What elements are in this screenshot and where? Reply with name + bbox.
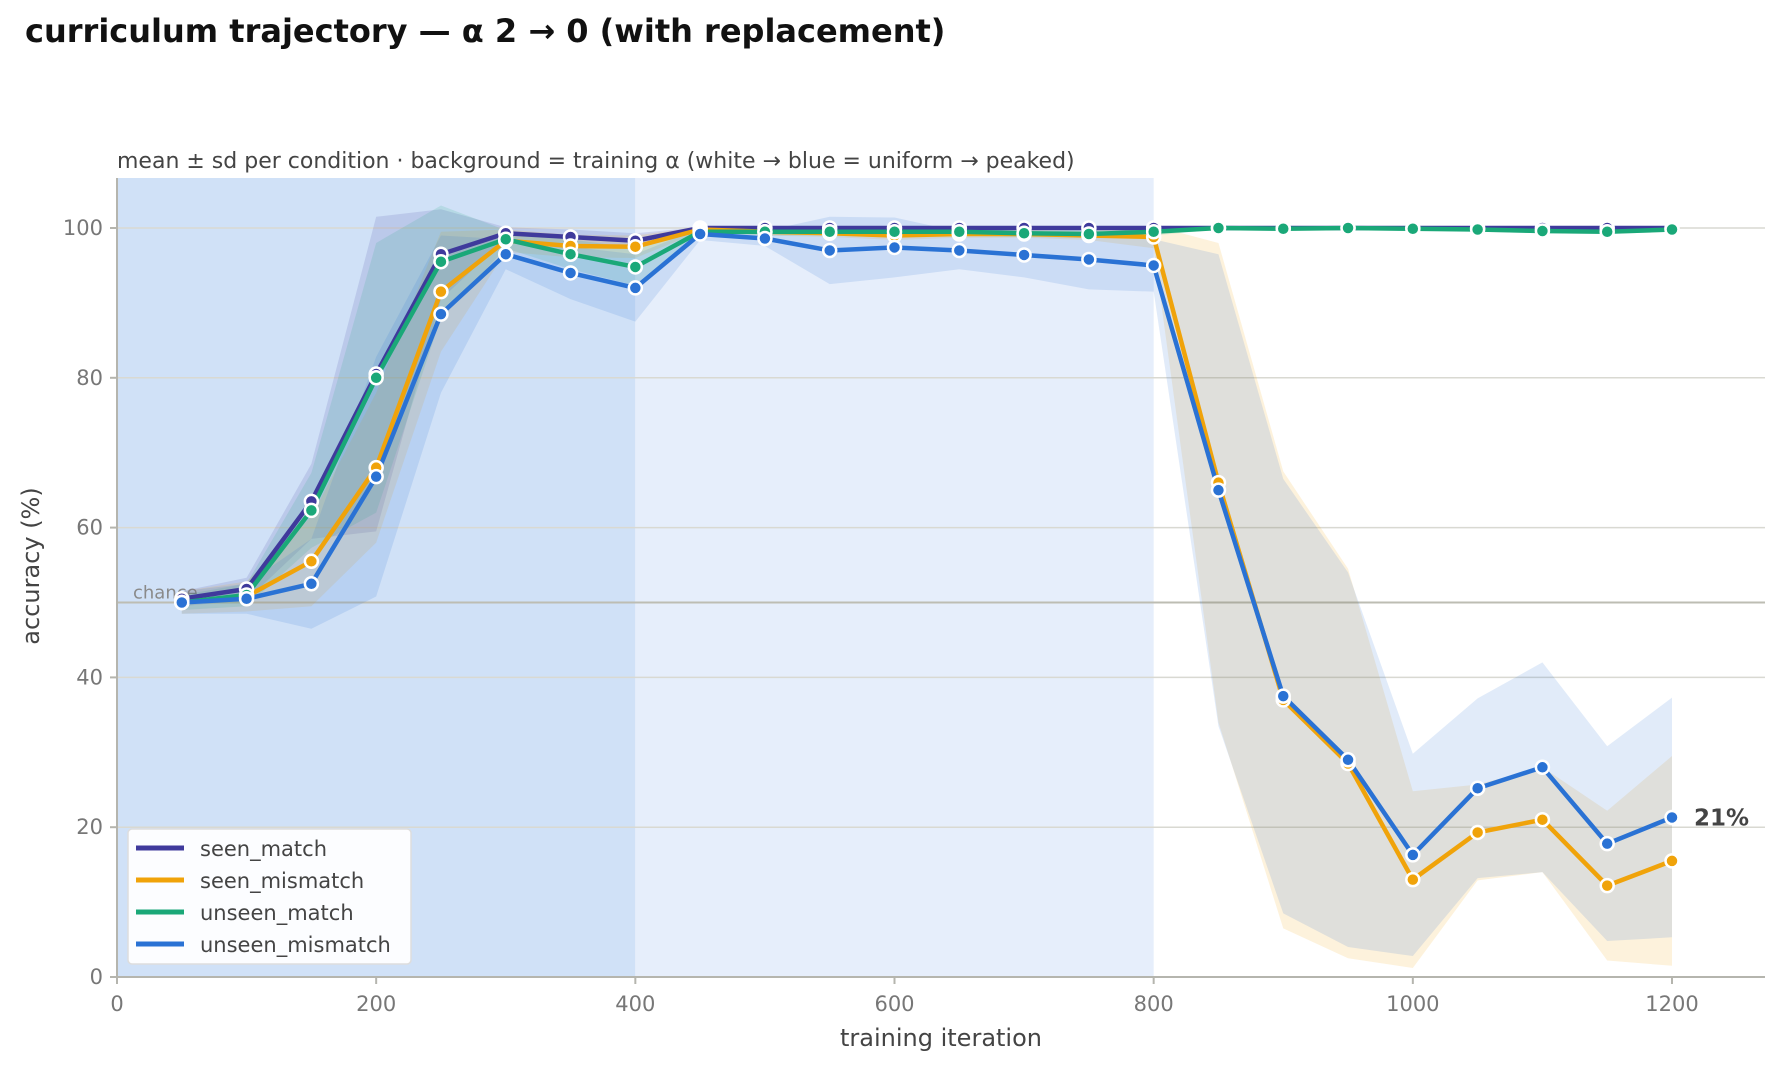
data-point-unseen_match-150 [303,502,320,519]
data-point-unseen_mismatch-1000 [1405,847,1421,863]
data-point-unseen_mismatch-950 [1340,752,1356,768]
x-axis-label: training iteration [840,1024,1042,1052]
legend[interactable]: seen_match seen_mismatch unseen_matchunsee… [127,828,412,965]
sd-bands [181,205,1673,969]
data-point-unseen_mismatch-700 [1016,247,1032,263]
legend-label-seen_mismatch[interactable]: seen_mismatch [200,869,364,894]
legend-label-seen_match[interactable]: seen_match [200,837,327,862]
data-point-seen_mismatch-1150 [1599,877,1615,894]
data-point-unseen_match-700 [1016,225,1032,241]
data-point-unseen_match-1100 [1534,223,1551,239]
chart-title: curriculum trajectory — α 2 → 0 (with re… [25,12,946,50]
data-point-unseen_mismatch-300 [498,246,514,262]
data-point-unseen_mismatch-100 [238,591,255,607]
y-tick-label-0: 0 [90,965,103,989]
end-annotation: 21% [1694,805,1749,831]
x-tick-label-800: 800 [1134,992,1174,1016]
data-point-unseen_mismatch-1050 [1469,780,1486,797]
data-point-unseen_match-1200 [1664,221,1680,238]
x-tick-label-1200: 1200 [1645,992,1698,1016]
series-points [174,220,1680,894]
data-point-unseen_mismatch-400 [627,280,644,296]
data-point-unseen_match-1050 [1469,221,1486,238]
data-point-seen_mismatch-1100 [1534,811,1551,828]
series-line-seen_mismatch [181,227,1673,888]
data-point-unseen_match-900 [1275,220,1291,237]
data-point-unseen_mismatch-150 [303,576,320,592]
data-point-seen_mismatch-1000 [1405,871,1421,888]
series-line-unseen_match [181,225,1673,605]
data-point-seen_mismatch-400 [627,238,644,255]
data-point-unseen_match-600 [886,223,903,240]
y-tick-label-100: 100 [63,216,103,240]
series-lines [181,225,1673,888]
data-point-unseen_match-400 [627,259,644,275]
y-tick-label-20: 20 [76,815,103,839]
data-point-unseen_mismatch-250 [433,306,449,322]
data-point-unseen_mismatch-350 [562,265,579,281]
axes: 0 200 400 600 800 1000 1200 0 20 40 60 80 100 [63,178,1765,1016]
data-point-unseen_mismatch-900 [1275,688,1291,704]
data-point-unseen_match-850 [1210,220,1227,236]
data-point-unseen_mismatch-1100 [1534,759,1551,776]
data-point-unseen_mismatch-650 [951,242,968,259]
data-point-unseen_mismatch-1150 [1599,835,1615,852]
y-tick-label-80: 80 [76,366,103,390]
chart-subtitle: mean ± sd per condition · background = t… [117,149,1075,174]
legend-box [127,828,412,965]
x-tick-label-1000: 1000 [1386,992,1439,1016]
data-point-unseen_mismatch-200 [368,468,384,485]
final-value-annotation: 21% [1694,805,1749,831]
data-point-seen_mismatch-1050 [1469,824,1486,841]
data-point-unseen_match-1150 [1599,223,1615,240]
data-point-unseen_match-300 [498,231,514,247]
data-point-unseen_mismatch-750 [1081,251,1097,268]
y-axis-label: accuracy (%) [17,487,45,644]
data-point-unseen_match-200 [368,370,384,386]
data-point-seen_mismatch-150 [303,553,320,570]
x-tick-label-200: 200 [356,992,396,1016]
series-line-unseen_mismatch [181,231,1673,858]
data-point-unseen_match-1000 [1405,220,1421,237]
sd-band-unseen_mismatch [181,216,1673,957]
data-point-unseen_match-950 [1340,220,1356,236]
sd-band-seen_mismatch [181,225,1673,969]
data-point-unseen_match-350 [562,246,579,262]
alpha-band-1 [635,178,1154,977]
data-point-unseen_mismatch-550 [821,242,838,259]
training-alpha-background [117,178,1154,977]
data-point-unseen_mismatch-500 [757,230,773,247]
data-point-unseen_match-250 [433,253,449,270]
y-tick-label-60: 60 [76,516,103,540]
y-tick-label-40: 40 [76,665,103,689]
data-point-unseen_mismatch-1200 [1664,809,1680,826]
legend-label-unseen_mismatch[interactable]: unseen_mismatch [200,933,391,958]
x-tick-label-0: 0 [110,992,123,1016]
data-point-unseen_match-650 [951,223,968,240]
x-tick-label-400: 400 [615,992,655,1016]
legend-label-unseen_match[interactable]: unseen_match [200,901,354,926]
data-point-seen_mismatch-250 [433,283,449,300]
data-point-unseen_match-550 [821,223,838,240]
x-tick-label-600: 600 [874,992,914,1016]
data-point-unseen_mismatch-850 [1210,482,1227,498]
data-point-unseen_match-750 [1081,226,1097,242]
data-point-seen_mismatch-1200 [1664,853,1680,869]
data-point-unseen_mismatch-600 [886,239,903,256]
data-point-unseen_mismatch-50 [174,594,190,611]
data-point-unseen_match-800 [1145,223,1162,240]
data-point-unseen_mismatch-800 [1145,257,1162,274]
data-point-unseen_mismatch-450 [692,226,708,242]
